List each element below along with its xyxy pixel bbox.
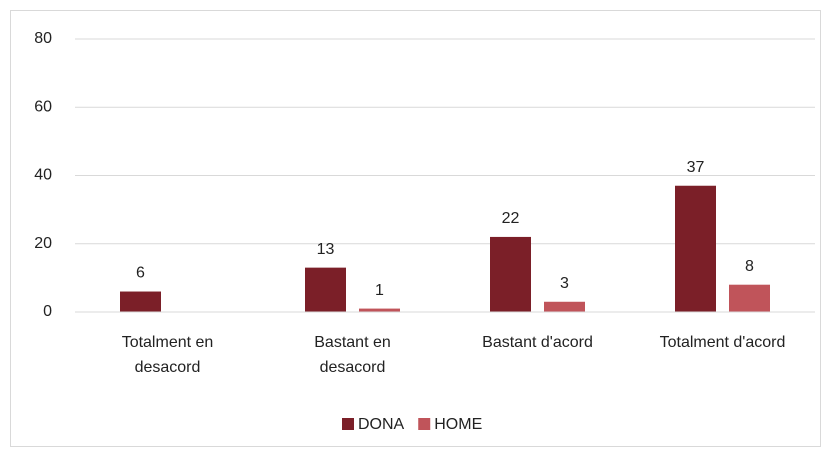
data-label: 8: [745, 258, 754, 275]
data-label: 3: [560, 275, 569, 292]
data-label: 6: [136, 265, 145, 282]
x-tick-label: Totalment en desacord: [121, 334, 214, 376]
x-tick-label: Bastant en desacord: [314, 334, 391, 376]
y-tick-label: 80: [34, 30, 52, 47]
y-tick-label: 40: [34, 167, 52, 184]
bar: [359, 308, 400, 312]
data-label: 1: [375, 282, 384, 299]
bar: [120, 291, 161, 312]
y-tick-label: 20: [34, 235, 52, 252]
legend-swatch: [342, 418, 354, 430]
bar: [729, 284, 770, 312]
bar: [675, 185, 716, 312]
chart-border: [10, 10, 821, 447]
data-label: 22: [502, 210, 520, 227]
bar: [544, 301, 585, 312]
y-tick-label: 0: [43, 303, 52, 320]
legend-swatch: [418, 418, 431, 430]
data-label: 13: [317, 241, 335, 258]
x-tick-label: Bastant d'acord: [482, 334, 593, 351]
bar: [305, 267, 346, 312]
legend-label: DONA: [358, 416, 405, 433]
bar: [490, 236, 531, 312]
data-label: 37: [687, 159, 705, 176]
y-tick-label: 60: [34, 98, 52, 115]
x-tick-label: Totalment d'acord: [659, 334, 786, 351]
legend-label: HOME: [434, 416, 482, 433]
